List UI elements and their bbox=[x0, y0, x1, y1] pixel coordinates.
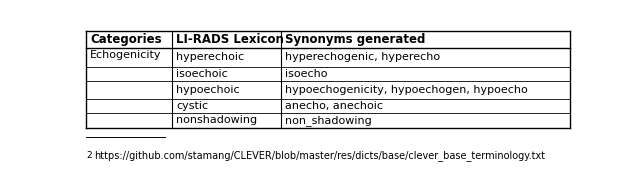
Text: hypoechogenicity, hypoechogen, hypoecho: hypoechogenicity, hypoechogen, hypoecho bbox=[285, 85, 528, 95]
Text: Echogenicity: Echogenicity bbox=[90, 50, 161, 60]
Text: hyperechogenic, hyperecho: hyperechogenic, hyperecho bbox=[285, 52, 440, 62]
Text: nonshadowing: nonshadowing bbox=[176, 115, 257, 125]
Text: Synonyms generated: Synonyms generated bbox=[285, 33, 426, 46]
Text: isoecho: isoecho bbox=[285, 69, 328, 79]
Text: 2: 2 bbox=[86, 150, 92, 159]
Text: isoechoic: isoechoic bbox=[176, 69, 228, 79]
Text: hyperechoic: hyperechoic bbox=[176, 52, 244, 62]
Text: hypoechoic: hypoechoic bbox=[176, 85, 240, 95]
Text: cystic: cystic bbox=[176, 101, 208, 111]
Text: LI-RADS Lexicon: LI-RADS Lexicon bbox=[176, 33, 284, 46]
Text: anecho, anechoic: anecho, anechoic bbox=[285, 101, 383, 111]
Text: https://github.com/stamang/CLEVER/blob/master/res/dicts/base/clever_base_termino: https://github.com/stamang/CLEVER/blob/m… bbox=[94, 150, 545, 161]
Text: Categories: Categories bbox=[90, 33, 161, 46]
Text: non_shadowing: non_shadowing bbox=[285, 115, 372, 126]
